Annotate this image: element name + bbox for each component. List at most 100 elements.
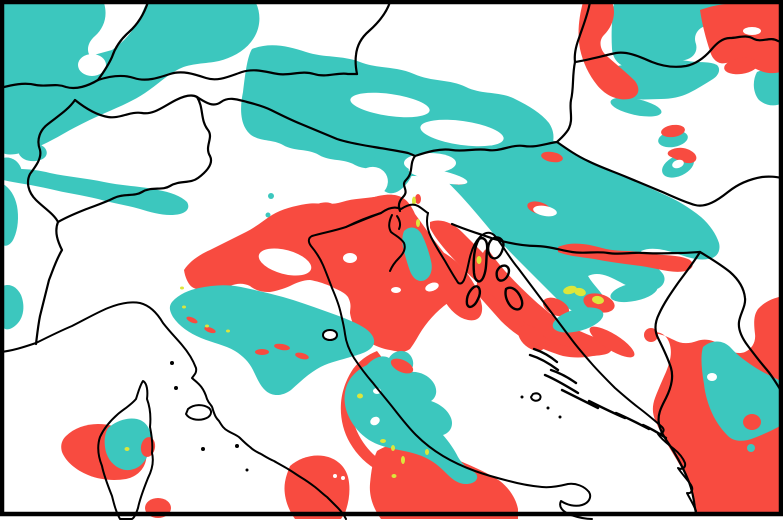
island-chain <box>532 347 559 364</box>
white-hole <box>350 92 430 118</box>
island-pag <box>504 286 524 311</box>
yellow-spot <box>357 393 363 399</box>
islet-dot <box>558 415 562 419</box>
border-hungary-croatia <box>555 140 783 207</box>
islet-dot <box>201 447 205 451</box>
white-hole <box>258 248 312 276</box>
teal-area <box>3 285 24 330</box>
red-dash <box>204 326 216 334</box>
white-hole <box>707 373 717 381</box>
venice-lagoon-inner <box>396 215 402 230</box>
teal-area <box>753 69 783 106</box>
yellow-spot <box>182 305 186 309</box>
island-cres <box>472 236 489 283</box>
teal-area <box>104 418 151 471</box>
island-rab <box>495 264 511 282</box>
teal-dot <box>268 193 274 199</box>
islet-dot <box>235 444 239 448</box>
white-hole <box>78 54 106 76</box>
red-area <box>541 151 563 163</box>
venice-lagoon <box>388 214 406 272</box>
yellow-spot <box>391 474 397 478</box>
yellow-spot <box>226 329 230 333</box>
white-hole <box>323 330 337 340</box>
white-hole <box>370 416 380 426</box>
coastlines-layer <box>0 203 697 520</box>
red-dash <box>743 414 761 430</box>
teal-area <box>420 138 720 316</box>
lake-outline <box>322 329 338 341</box>
white-hole <box>391 287 401 293</box>
teal-area <box>402 227 432 281</box>
island-chain <box>543 373 580 395</box>
white-hole <box>425 282 439 292</box>
yellow-spot <box>401 456 405 464</box>
islet-dot <box>170 361 174 365</box>
teal-area <box>611 3 727 69</box>
islet-dot <box>546 406 550 410</box>
yellow-spot <box>205 324 209 328</box>
border-swiss-italian <box>56 95 213 224</box>
white-hole <box>533 205 557 217</box>
yellow-spot <box>180 286 184 290</box>
white-hole <box>356 166 388 198</box>
red-area <box>518 325 546 351</box>
islet-dot <box>520 395 524 399</box>
red-dash <box>274 343 290 351</box>
teal-area <box>613 60 720 100</box>
border-french-swiss <box>0 78 100 90</box>
red-area <box>667 147 697 164</box>
teal-over-layer <box>104 227 783 485</box>
islet-dot <box>245 468 249 472</box>
red-area <box>415 194 421 204</box>
red-dash <box>295 352 309 360</box>
yellow-spot <box>416 219 420 227</box>
white-hole <box>743 27 761 35</box>
white-dot <box>349 478 353 482</box>
border-rhine <box>96 0 150 82</box>
teal-area <box>3 184 18 246</box>
red-area <box>184 194 612 358</box>
border-croatia-bosnia <box>654 250 702 515</box>
coastline-tyrrhenian <box>0 301 347 520</box>
white-dot <box>333 474 337 478</box>
border-austria-east-lower <box>555 60 577 144</box>
red-dash <box>186 316 198 324</box>
red-area <box>558 243 693 272</box>
yellow-spot <box>425 449 429 455</box>
red-dash <box>390 358 414 374</box>
yellow-spot <box>124 447 130 451</box>
border-italy-slovenia <box>397 154 417 213</box>
border-bosnia-serbia <box>698 250 783 396</box>
teal-area <box>610 281 658 303</box>
white-hole <box>666 309 734 335</box>
teal-dot <box>265 212 271 218</box>
teal-regions-layer <box>3 3 783 330</box>
coastline-istria-dalmatia <box>426 212 697 512</box>
red-area <box>661 124 685 138</box>
teal-area <box>3 169 189 216</box>
yellow-spot <box>592 295 604 305</box>
border-austria-east-top <box>573 0 592 64</box>
teal-area <box>344 350 478 485</box>
teal-area <box>3 3 260 155</box>
island-chain <box>560 388 600 410</box>
island-losinj <box>465 285 482 309</box>
coastline-corsica <box>97 380 154 520</box>
white-hole <box>408 167 468 185</box>
island-loop <box>530 392 542 402</box>
white-hole <box>420 119 504 147</box>
border-german-austrian <box>354 0 392 76</box>
islet-dots-layer <box>170 361 562 472</box>
island-elba <box>185 404 213 421</box>
islet-dot <box>174 386 178 390</box>
white-hole <box>343 253 357 263</box>
yellow-spot <box>476 256 482 264</box>
white-holes-layer <box>78 27 761 482</box>
border-swiss-german <box>96 69 359 82</box>
yellow-spot <box>380 439 386 443</box>
white-dot <box>341 476 345 480</box>
